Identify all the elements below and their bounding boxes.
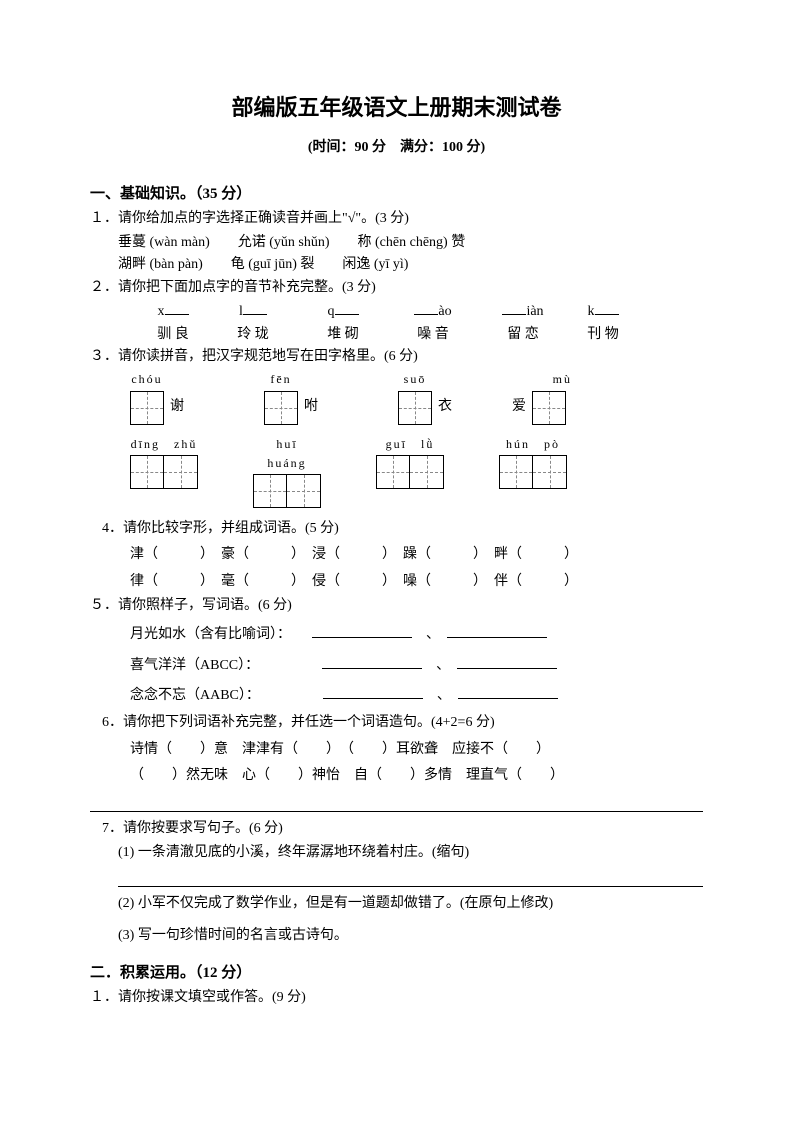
char-box[interactable] [499, 455, 533, 489]
blank-input[interactable] [458, 685, 558, 699]
q1-line2: 湖畔 (bàn pàn) 龟 (guī jūn) 裂 闲逸 (yī yì) [90, 254, 703, 276]
q3-row1: chóu 谢 fēn 咐 suō 衣 mù 爱 [90, 370, 703, 424]
q5-line2: 喜气洋洋（ABCC）： 、 [90, 651, 703, 682]
section2-header: 二．积累运用。（12 分） [90, 961, 703, 985]
q2-text: ２．请你把下面加点字的音节补充完整。(3 分) [90, 277, 703, 299]
answer-line[interactable] [90, 794, 703, 812]
blank-input[interactable] [312, 624, 412, 638]
q1-line1: 垂蔓 (wàn màn) 允诺 (yǔn shǔn) 称 (chēn chēng… [90, 232, 703, 254]
char-box[interactable] [532, 391, 566, 425]
q1-text: １．请你给加点的字选择正确读音并画上"√"。(3 分) [90, 208, 703, 230]
char-box[interactable] [398, 391, 432, 425]
section1-header: 一、基础知识。（35 分） [90, 182, 703, 206]
q7-s3: (3) 写一句珍惜时间的名言或古诗句。 [90, 925, 703, 947]
q6-line1: 诗情（ ）意 津津有（ ） （ ）耳欲聋 应接不（ ） [90, 737, 703, 764]
q3-row2: dīng zhǔ huī huáng guī lǜ hún pò [90, 435, 703, 508]
q2-words-row: 驯 良 玲 珑 堆 砌 噪 音 留 恋 刊 物 [90, 324, 703, 346]
page-subtitle: (时间：90 分 满分：100 分) [90, 137, 703, 159]
q6-line2: （ ）然无味 心（ ）神怡 自（ ）多情 理直气（ ） [90, 763, 703, 790]
q4-row2: 律（ ） 毫（ ） 侵（ ） 噪（ ） 伴（ ） [90, 569, 703, 596]
q5-line3: 念念不忘（AABC）： 、 [90, 681, 703, 712]
q2-pinyin-row: x l q ào iàn k [90, 301, 703, 323]
char-box[interactable] [130, 455, 164, 489]
char-box[interactable] [533, 455, 567, 489]
answer-line[interactable] [118, 869, 703, 887]
char-box[interactable] [130, 391, 164, 425]
q5-line1: 月光如水（含有比喻词）： 、 [90, 620, 703, 651]
s2-q1-text: １．请你按课文填空或作答。(9 分) [90, 987, 703, 1009]
q4-row1: 津（ ） 豪（ ） 浸（ ） 躁（ ） 畔（ ） [90, 542, 703, 569]
q3-text: ３．请你读拼音，把汉字规范地写在田字格里。(6 分) [90, 346, 703, 368]
q7-text: 7．请你按要求写句子。(6 分) [90, 818, 703, 840]
blank-input[interactable] [457, 655, 557, 669]
char-box[interactable] [164, 455, 198, 489]
q5-text: ５．请你照样子，写词语。(6 分) [90, 595, 703, 617]
char-box[interactable] [410, 455, 444, 489]
char-box[interactable] [376, 455, 410, 489]
blank-input[interactable] [322, 655, 422, 669]
q6-text: 6．请你把下列词语补充完整，并任选一个词语造句。(4+2=6 分) [90, 712, 703, 734]
blank-input[interactable] [323, 685, 423, 699]
blank-input[interactable] [447, 624, 547, 638]
char-box[interactable] [253, 474, 287, 508]
page-title: 部编版五年级语文上册期末测试卷 [90, 90, 703, 125]
q7-s2: (2) 小军不仅完成了数学作业，但是有一道题却做错了。(在原句上修改) [90, 893, 703, 915]
char-box[interactable] [264, 391, 298, 425]
q4-text: 4．请你比较字形，并组成词语。(5 分) [90, 518, 703, 540]
char-box[interactable] [287, 474, 321, 508]
q7-s1: (1) 一条清澈见底的小溪，终年潺潺地环绕着村庄。(缩句) [90, 842, 703, 864]
